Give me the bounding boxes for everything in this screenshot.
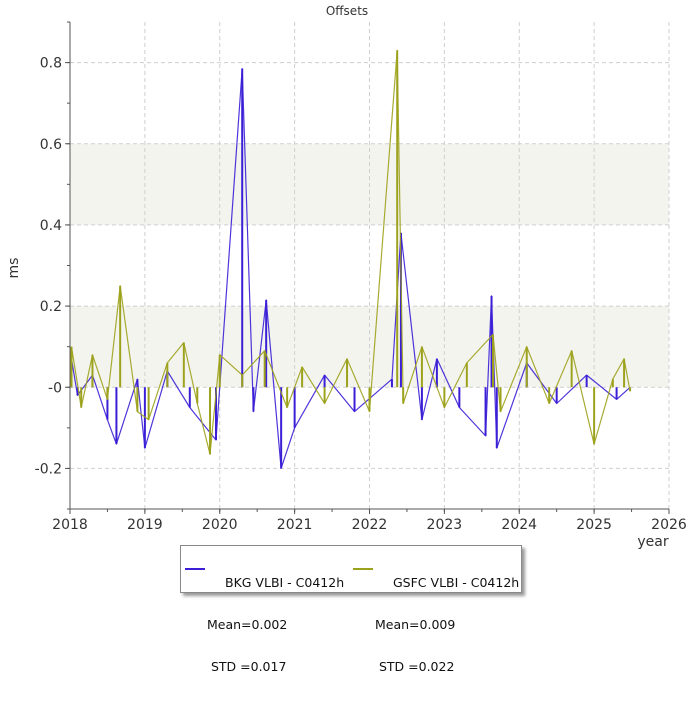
grid-lines — [70, 22, 670, 509]
x-tick-label-2021: 2021 — [277, 517, 313, 533]
x-tick-label-2022: 2022 — [352, 517, 388, 533]
series-layer — [70, 49, 632, 469]
x-tick-label-2023: 2023 — [427, 517, 463, 533]
series-1 — [70, 49, 632, 455]
y-tick-label-3: 0.4 — [40, 218, 62, 234]
legend-label-gsfc: GSFC VLBI - C0412h — [393, 575, 520, 590]
x-tick-label-2024: 2024 — [501, 517, 537, 533]
series-line-1 — [70, 49, 631, 455]
y-tick-label-5: 0.8 — [40, 56, 62, 72]
y-tick-label-2: 0.2 — [40, 299, 62, 315]
legend-swatch-bkg — [185, 568, 205, 570]
x-tick-label-2019: 2019 — [127, 517, 163, 533]
x-tick-label-2018: 2018 — [52, 517, 88, 533]
x-axis-label: year — [637, 534, 668, 550]
legend: BKG VLBI - C0412h Mean=0.002 STD =0.017 … — [180, 545, 522, 674]
legend-std-gsfc: STD =0.022 — [375, 659, 455, 674]
x-tick-label-2020: 2020 — [202, 517, 238, 533]
x-tick-label-2025: 2025 — [576, 517, 612, 533]
y-axis-label: ms — [6, 258, 22, 279]
x-tick-label-2026: 2026 — [651, 517, 687, 533]
y-tick-label-4: 0.6 — [40, 137, 62, 153]
series-0 — [70, 68, 631, 469]
chart-title: Offsets — [326, 4, 368, 18]
legend-std-bkg: STD =0.017 — [207, 659, 287, 674]
shaded-bands — [70, 143, 669, 388]
axes: 2018 2019 2020 2021 2022 2023 2024 2025 2026 -0.2… — [35, 21, 687, 533]
y-tick-label-1: -0 — [48, 380, 62, 396]
series-line-0 — [70, 68, 631, 469]
legend-mean-gsfc: Mean=0.009 — [375, 617, 456, 632]
legend-label-bkg: BKG VLBI - C0412h — [225, 575, 345, 590]
offsets-chart: Offsets 2018 2019 2020 2021 2022 2023 2024 2025… — [6, 4, 687, 550]
y-tick-label-0: -0.2 — [35, 461, 62, 477]
legend-swatch-gsfc — [353, 568, 373, 570]
legend-mean-bkg: Mean=0.002 — [207, 617, 288, 632]
